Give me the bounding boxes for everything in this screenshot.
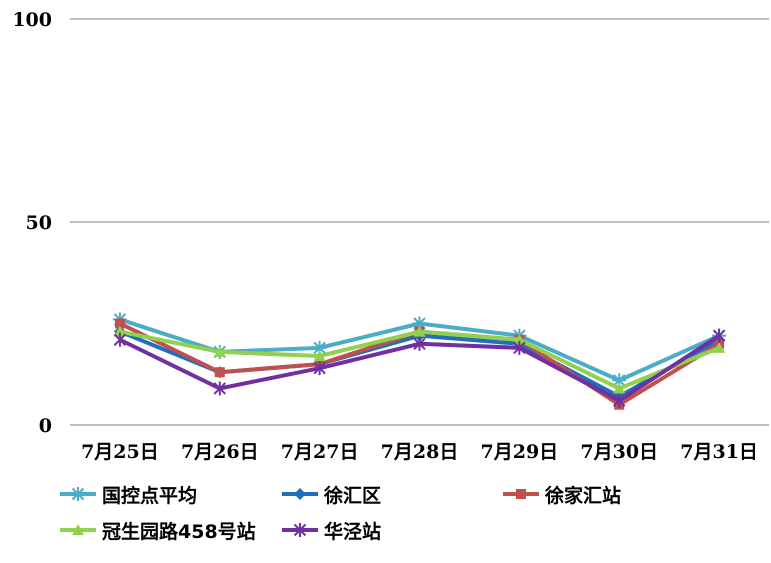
gridlines: [70, 19, 769, 425]
y-tick-label: 0: [39, 415, 52, 437]
x-axis-ticks: 7月25日 7月26日 7月27日 7月28日 7月29日 7月30日 7月31日: [81, 441, 758, 463]
x-tick-label: 7月27日: [281, 441, 359, 463]
x-tick-label: 7月29日: [481, 441, 559, 463]
y-axis-ticks: 0 50 100: [12, 9, 52, 437]
data-point: [215, 367, 225, 377]
y-tick-label: 100: [12, 9, 52, 31]
x-tick-label: 7月28日: [381, 441, 459, 463]
y-tick-label: 50: [26, 212, 52, 234]
x-tick-label: 7月26日: [181, 441, 259, 463]
x-tick-label: 7月31日: [680, 441, 758, 463]
series-lines: [113, 312, 726, 409]
x-tick-label: 7月25日: [81, 441, 159, 463]
x-tick-label: 7月30日: [580, 441, 658, 463]
